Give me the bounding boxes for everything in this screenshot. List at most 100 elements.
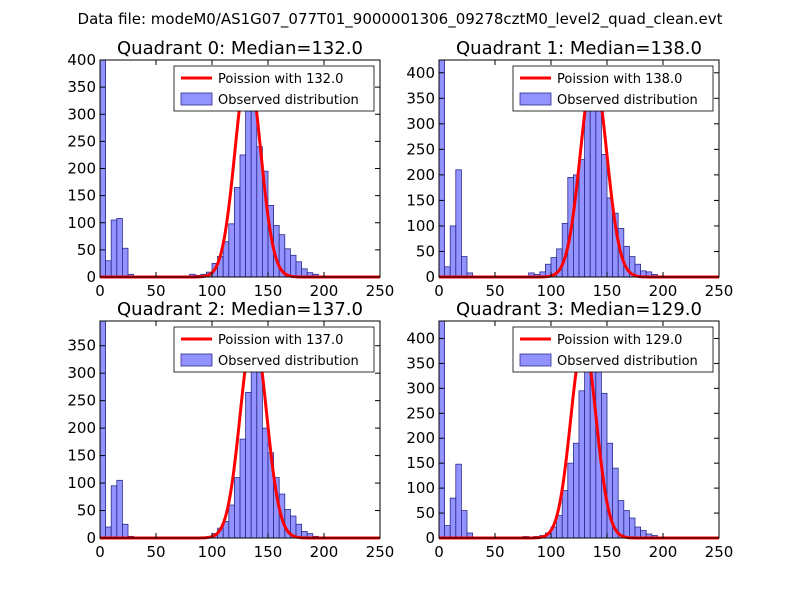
quadrant-1-ytick-label: 200 (406, 166, 435, 184)
quadrant-0-ytick-label: 200 (67, 160, 96, 178)
quadrant-3-bar (438, 320, 445, 539)
quadrant-1-bar (455, 169, 462, 278)
quadrant-1-axes-frame (438, 59, 720, 278)
quadrant-1-ytick-label: 50 (416, 242, 435, 260)
quadrant-2-legend: Poission with 137.0 Observed distributio… (173, 326, 375, 373)
quadrant-1-bar (584, 97, 591, 278)
quadrant-0-bar (110, 219, 118, 278)
quadrant-0-xtick-label: 200 (310, 282, 339, 300)
quadrant-1-xtick-label: 50 (485, 282, 504, 300)
quadrant-2-ytick-label: 50 (77, 502, 96, 520)
quadrant-3-bar (573, 442, 580, 539)
quadrant-1-xtick-label: 100 (537, 282, 566, 300)
quadrant-2-bar (99, 320, 106, 539)
quadrant-1-bar (578, 159, 585, 278)
quadrant-2-bar (261, 427, 269, 539)
quadrant-3-xtick-label: 150 (593, 543, 622, 561)
quadrant-2-ytick-label: 100 (67, 474, 96, 492)
quadrant-0-ticks: 0 50 100 150 200 250 0 50 100 150 200 250 300 350 400 (67, 51, 394, 300)
quadrant-2-legend-observed-swatch (180, 353, 213, 367)
quadrant-1-xtick-label: 0 (434, 282, 444, 300)
quadrant-0-bar (245, 100, 252, 278)
quadrant-2-bar (110, 485, 118, 539)
quadrant-2-title: Quadrant 2: Median=137.0 (117, 299, 363, 320)
quadrant-2-bar (105, 526, 112, 539)
quadrant-2-xtick-label: 200 (310, 543, 339, 561)
quadrant-0-xtick-label: 100 (198, 282, 227, 300)
quadrant-3-panel: Quadrant 3: Median=129.0 0 50 100 150 200 250… (406, 299, 733, 561)
quadrant-1-bar (438, 59, 445, 278)
quadrant-3-ytick-label: 350 (406, 354, 435, 372)
quadrant-3-axes-frame (438, 320, 720, 539)
quadrant-0-bar (122, 247, 129, 278)
quadrant-1-ytick-label: 0 (425, 268, 435, 286)
quadrant-1-bar (444, 266, 451, 278)
quadrant-2-ticks: 0 50 100 150 200 250 0 50 100 150 200 250 300 350 (67, 321, 394, 561)
quadrant-1-ytick-label: 100 (406, 217, 435, 235)
quadrant-0-title: Quadrant 0: Median=132.0 (117, 38, 363, 59)
quadrant-1-legend-observed-swatch (519, 92, 552, 106)
quadrant-3-bar (623, 510, 630, 539)
quadrant-3-legend-observed-swatch (519, 353, 552, 367)
quadrant-2-bar (233, 477, 241, 539)
quadrant-3-ytick-label: 150 (406, 454, 435, 472)
quadrant-0-bar (116, 218, 123, 278)
quadrant-0-bar (105, 260, 112, 278)
quadrant-1-bar (449, 225, 457, 278)
quadrant-1-bar (601, 154, 608, 278)
quadrant-0-legend-poisson-label: Poission with 132.0 (218, 72, 343, 87)
quadrant-1-ytick-label: 350 (406, 89, 435, 107)
quadrant-0-bar (295, 261, 302, 278)
quadrant-3-xtick-label: 200 (649, 543, 678, 561)
quadrant-0-ytick-label: 100 (67, 214, 96, 232)
quadrant-0-legend-observed-label: Observed distribution (218, 93, 359, 108)
quadrant-0-bar (289, 254, 297, 278)
quadrant-2-bar (116, 479, 123, 539)
quadrant-3-bar (449, 497, 457, 539)
quadrant-2-ytick-label: 300 (67, 364, 96, 382)
quadrant-1-ticks: 0 50 100 150 200 250 0 50 100 150 200 250 300 350 400 (406, 60, 733, 300)
quadrant-2-ytick-label: 350 (67, 337, 96, 355)
quadrant-0-ytick-label: 0 (86, 268, 96, 286)
quadrant-0-ytick-label: 400 (67, 51, 96, 69)
quadrant-3-ytick-label: 50 (416, 504, 435, 522)
quadrant-0-legend: Poission with 132.0 Observed distributio… (173, 65, 375, 112)
quadrant-2-legend-poisson-label: Poission with 137.0 (218, 333, 343, 348)
quadrant-0-panel: Quadrant 0: Median=132.0 0 50 100 150 200 250… (67, 38, 394, 300)
quadrant-1-legend-poisson-label: Poission with 138.0 (557, 72, 682, 87)
quadrant-3-xtick-label: 250 (705, 543, 734, 561)
quadrant-3-legend-observed-label: Observed distribution (557, 354, 698, 369)
quadrant-3-xtick-label: 50 (485, 543, 504, 561)
quadrant-3-bar (567, 462, 574, 539)
quadrant-3-ytick-label: 200 (406, 429, 435, 447)
quadrant-3-xtick-label: 100 (537, 543, 566, 561)
quadrant-3-bar (460, 510, 468, 539)
quadrant-2-bars (99, 320, 325, 539)
quadrant-0-ytick-label: 150 (67, 187, 96, 205)
quadrant-3-bar (634, 526, 641, 539)
quadrant-1-legend: Poission with 138.0 Observed distributio… (512, 65, 714, 112)
quadrant-3-bar (561, 490, 569, 539)
quadrant-0-bar (222, 241, 230, 278)
quadrant-1-xtick-label: 250 (705, 282, 734, 300)
quadrant-3-bar (444, 525, 451, 539)
quadrant-3-xtick-label: 0 (434, 543, 444, 561)
quadrant-3-ytick-label: 0 (425, 529, 435, 547)
quadrant-0-ytick-label: 250 (67, 132, 96, 150)
quadrant-0-legend-observed-swatch (180, 92, 213, 106)
quadrant-0-xtick-label: 250 (366, 282, 395, 300)
quadrant-1-bar (595, 105, 602, 278)
quadrant-1-xtick-label: 200 (649, 282, 678, 300)
quadrant-2-ytick-label: 150 (67, 447, 96, 465)
quadrant-2-bar (245, 392, 252, 539)
quadrant-2-bar (256, 364, 263, 539)
quadrant-1-ytick-label: 300 (406, 115, 435, 133)
quadrant-2-bar (122, 523, 129, 539)
quadrant-3-ytick-label: 400 (406, 329, 435, 347)
quadrant-2-axes-frame (99, 320, 381, 539)
quadrant-2-bar (250, 361, 258, 539)
quadrant-3-ytick-label: 300 (406, 379, 435, 397)
quadrant-2-bar (228, 504, 235, 539)
quadrant-2-ytick-label: 0 (86, 529, 96, 547)
quadrant-2-bar (239, 438, 246, 539)
